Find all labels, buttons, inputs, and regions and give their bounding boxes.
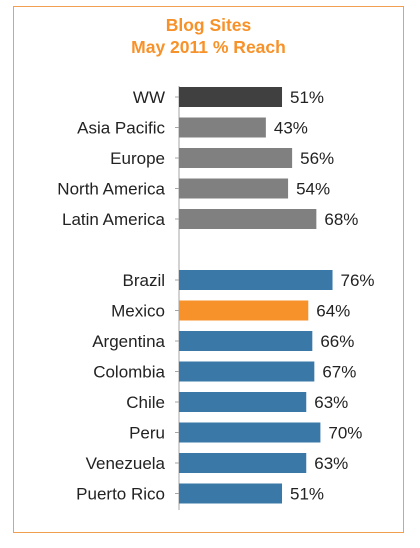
- bar: [179, 422, 321, 443]
- bar: [179, 178, 289, 199]
- bar: [179, 117, 266, 138]
- category-label: North America: [57, 180, 165, 199]
- data-label: 67%: [322, 363, 356, 382]
- data-label: 63%: [314, 454, 348, 473]
- bar: [179, 209, 317, 229]
- bar: [179, 270, 333, 290]
- category-label: Puerto Rico: [76, 485, 165, 504]
- bar: [179, 300, 309, 321]
- bar: [179, 392, 307, 412]
- data-label: 43%: [274, 119, 308, 138]
- category-label: Venezuela: [86, 454, 166, 473]
- chart-title: Blog Sites: [165, 15, 252, 35]
- category-label: Brazil: [122, 271, 165, 290]
- bar: [179, 361, 315, 382]
- chart-subtitle: May 2011 % Reach: [131, 37, 286, 57]
- data-label: 70%: [328, 424, 362, 443]
- data-label: 63%: [314, 393, 348, 412]
- category-label: Colombia: [93, 363, 165, 382]
- category-label: Argentina: [92, 332, 165, 351]
- category-label: Peru: [129, 424, 165, 443]
- data-label: 64%: [316, 302, 350, 321]
- bar: [179, 331, 313, 351]
- category-label: Asia Pacific: [77, 119, 165, 138]
- data-label: 56%: [300, 149, 334, 168]
- category-label: Europe: [110, 149, 165, 168]
- data-label: 66%: [320, 332, 354, 351]
- bar: [179, 87, 283, 107]
- category-label: Latin America: [62, 210, 166, 229]
- chart-title-block: Blog Sites May 2011 % Reach: [13, 14, 404, 58]
- category-label: WW: [133, 88, 165, 107]
- data-label: 68%: [324, 210, 358, 229]
- data-label: 51%: [290, 88, 324, 107]
- data-label: 76%: [341, 271, 375, 290]
- bar: [179, 148, 293, 168]
- bar: [179, 483, 283, 504]
- data-label: 54%: [296, 180, 330, 199]
- bar: [179, 453, 307, 473]
- category-label: Mexico: [111, 302, 165, 321]
- data-label: 51%: [290, 485, 324, 504]
- category-label: Chile: [126, 393, 165, 412]
